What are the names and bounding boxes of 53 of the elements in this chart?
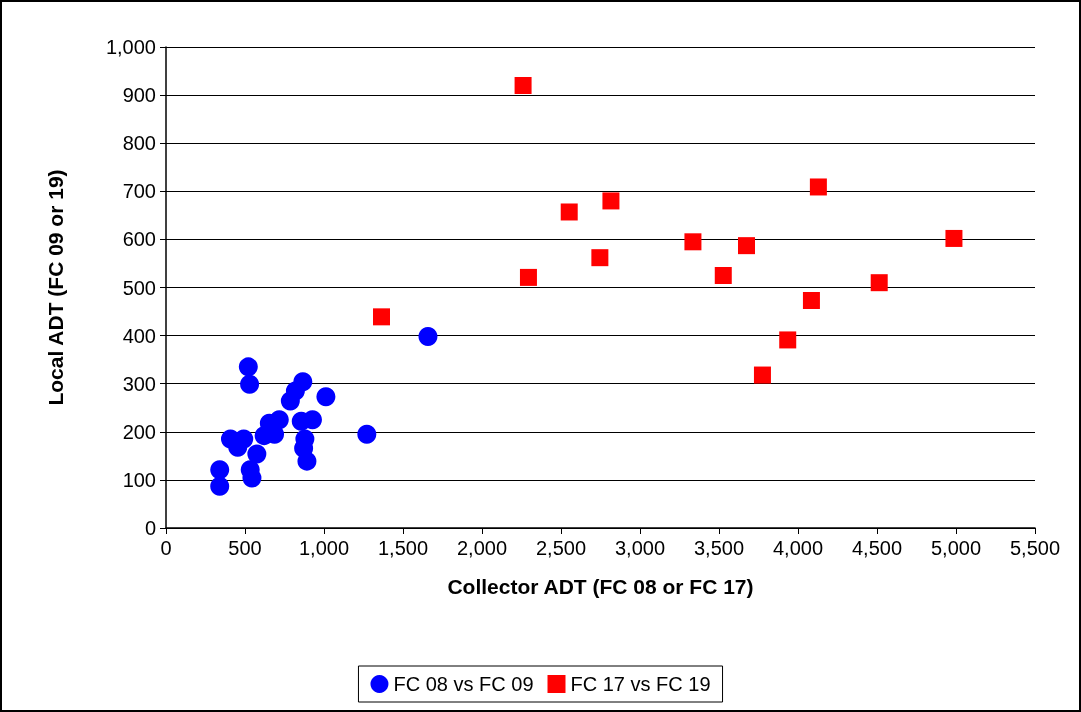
point (602, 192, 620, 210)
point (802, 291, 820, 309)
y-axis-title: Local ADT (FC 09 or 19) (44, 169, 67, 406)
point (280, 391, 300, 411)
point (238, 357, 258, 377)
point (870, 274, 888, 292)
x-tick-label: 0 (160, 537, 172, 559)
point (737, 237, 755, 255)
x-tick-label: 3,000 (614, 537, 666, 559)
x-tick-label: 5,000 (930, 537, 982, 559)
point (240, 374, 260, 394)
point (809, 178, 827, 196)
point (357, 424, 377, 444)
y-tick-label: 500 (122, 276, 156, 299)
y-tick-label: 900 (122, 84, 156, 107)
legend-label: FC 17 vs FC 19 (570, 673, 711, 695)
point (316, 387, 336, 407)
x-tick-label: 2,500 (535, 537, 587, 559)
point (297, 451, 317, 471)
y-tick-label: 1,000 (105, 36, 156, 58)
point (684, 233, 702, 251)
point (514, 76, 532, 94)
x-tick-label: 3,500 (693, 537, 745, 559)
x-tick-label: 4,500 (851, 537, 903, 559)
y-tick-label: 200 (122, 420, 156, 443)
x-tick-label: 1,000 (298, 537, 350, 559)
x-axis-title: Collector ADT (FC 08 or FC 17) (447, 575, 754, 598)
x-tick-label: 1,500 (377, 537, 429, 559)
y-tick-label: 400 (122, 324, 156, 347)
point (247, 444, 267, 464)
point (519, 268, 537, 286)
point (945, 229, 963, 247)
point (779, 331, 797, 349)
point (714, 266, 732, 284)
y-tick-label: 300 (122, 372, 156, 395)
x-tick-label: 2,000 (456, 537, 508, 559)
point (560, 203, 578, 221)
x-tick-label: 500 (228, 537, 262, 559)
point (254, 426, 274, 446)
point (591, 249, 609, 267)
point (418, 327, 438, 347)
point (753, 366, 771, 384)
y-tick-label: 800 (122, 132, 156, 155)
point (373, 308, 391, 326)
point (210, 460, 230, 480)
y-tick-label: 700 (122, 180, 156, 203)
y-tick-label: 0 (144, 517, 156, 539)
legend-label: FC 08 vs FC 09 (393, 673, 534, 695)
x-tick-label: 5,500 (1009, 537, 1061, 559)
y-tick-label: 100 (122, 468, 156, 491)
y-tick-label: 600 (122, 228, 156, 251)
x-tick-label: 4,000 (772, 537, 824, 559)
point (210, 476, 230, 496)
